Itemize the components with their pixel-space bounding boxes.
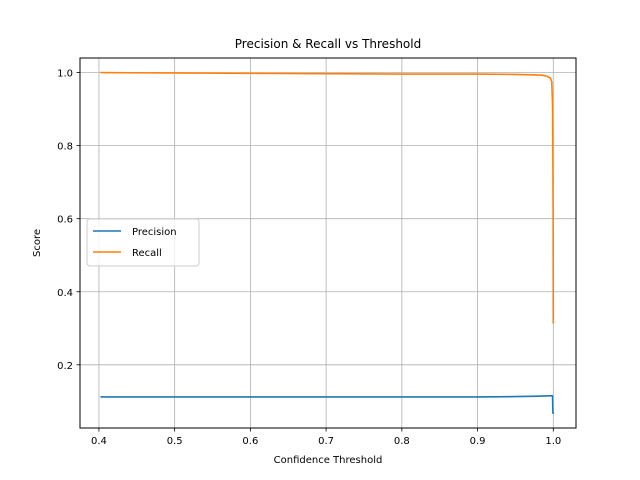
y-tick-label: 1.0	[57, 69, 73, 80]
series-layer	[100, 71, 555, 414]
x-tick-label: 1.0	[545, 436, 561, 447]
legend-label-precision: Precision	[132, 227, 177, 238]
x-tick-label: 0.8	[394, 436, 410, 447]
x-tick-label: 0.5	[167, 436, 183, 447]
legend: Precision Recall	[86, 218, 200, 267]
y-axis-label: Score	[32, 229, 43, 257]
chart-title: Precision & Recall vs Threshold	[235, 37, 421, 51]
y-tick-label: 0.8	[57, 142, 73, 153]
series-line-recall	[100, 71, 555, 324]
y-tick-label: 0.4	[57, 288, 73, 299]
x-tick-label: 0.6	[242, 436, 258, 447]
x-tick-label: 0.7	[318, 436, 334, 447]
y-tick-label: 0.2	[57, 361, 73, 372]
x-tick-label: 0.4	[91, 436, 107, 447]
plot-frame	[79, 57, 577, 429]
legend-label-recall: Recall	[132, 248, 162, 259]
y-ticks: 0.2 0.4 0.6 0.8 1.0	[57, 69, 80, 372]
series-line-precision	[100, 395, 555, 414]
y-tick-label: 0.6	[57, 215, 73, 226]
x-tick-label: 0.9	[470, 436, 486, 447]
x-ticks: 0.4 0.5 0.6 0.7 0.8 0.9 1.0	[91, 428, 561, 447]
x-axis-label: Confidence Threshold	[274, 455, 383, 466]
